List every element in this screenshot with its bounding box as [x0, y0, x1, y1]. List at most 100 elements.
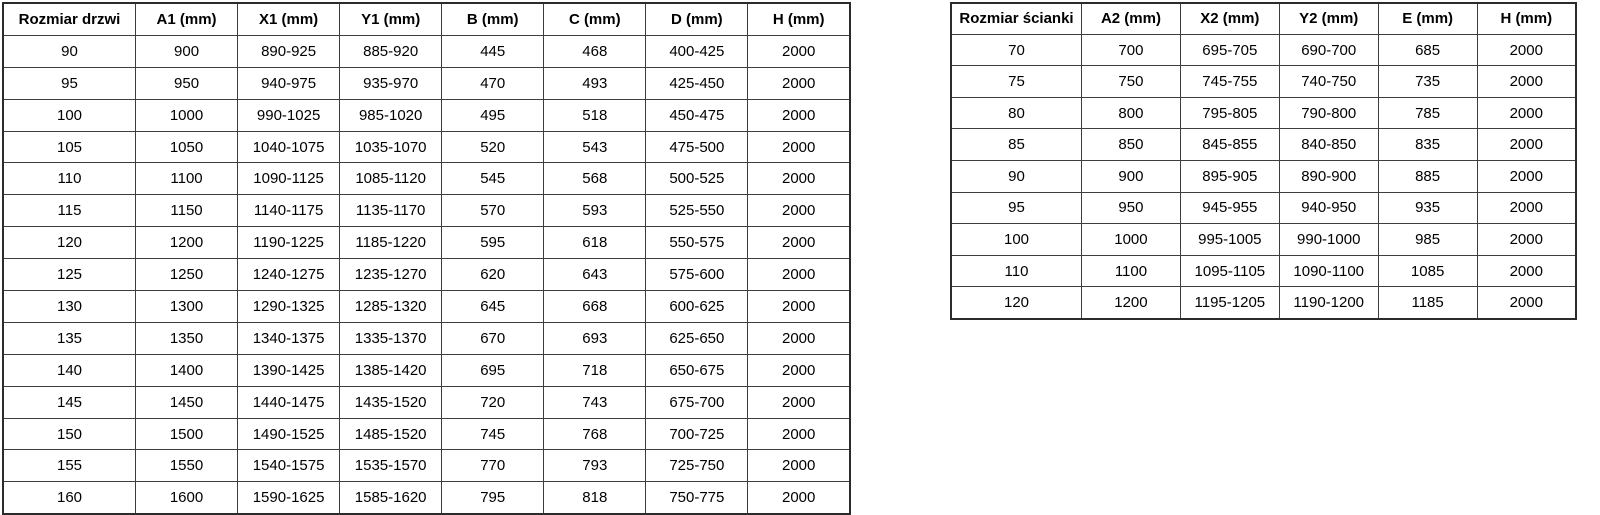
table-cell: 593: [543, 194, 647, 228]
table-cell: 1285-1320: [339, 290, 443, 323]
table-cell: 160: [2, 481, 136, 515]
table-cell: 650-675: [645, 353, 749, 387]
table-cell: 400-425: [645, 34, 749, 68]
table-cell: 1090-1125: [237, 162, 341, 196]
door-size-table-header-col0: Rozmiar drzwi: [2, 2, 136, 36]
table-cell: 2000: [747, 194, 851, 228]
table-cell: 1085-1120: [339, 162, 443, 196]
table-cell: 570: [441, 194, 545, 228]
table-cell: 575-600: [645, 258, 749, 292]
wall-size-table: Rozmiar ścianki A2 (mm) X2 (mm) Y2 (mm) E (m…: [950, 2, 1577, 320]
table-cell: 900: [1081, 160, 1181, 193]
table-row: 155 1550 1540-1575 1535-1570 770 793 725-750 20…: [2, 449, 851, 483]
table-cell: 950: [134, 66, 239, 100]
table-cell: 130: [2, 290, 136, 323]
table-cell: 568: [543, 162, 647, 196]
table-row: 105 1050 1040-1075 1035-1070 520 543 475-500 20…: [2, 130, 851, 164]
table-cell: 740-750: [1278, 65, 1379, 98]
table-cell: 475-500: [645, 130, 749, 164]
table-row: 100 1000 990-1025 985-1020 495 518 450-475 2000: [2, 98, 851, 132]
table-cell: 1290-1325: [237, 290, 341, 323]
table-cell: 900: [134, 34, 239, 68]
table-cell: 500-525: [645, 162, 749, 196]
table-cell: 950: [1081, 191, 1181, 225]
wall-size-table-header-col1: A2 (mm): [1081, 2, 1181, 35]
door-size-table-header-col5: C (mm): [543, 2, 647, 36]
table-cell: 690-700: [1278, 33, 1379, 67]
table-cell: 80: [950, 96, 1082, 130]
door-size-table-header-col2: X1 (mm): [237, 2, 341, 36]
table-cell: 685: [1377, 33, 1478, 67]
table-cell: 700-725: [645, 417, 749, 451]
door-size-table-header-col3: Y1 (mm): [339, 2, 443, 36]
table-cell: 985: [1377, 223, 1478, 256]
door-size-table: Rozmiar drzwi A1 (mm) X1 (mm) Y1 (mm) B (mm)…: [2, 2, 851, 515]
table-cell: 1490-1525: [237, 417, 341, 451]
table-cell: 110: [950, 254, 1082, 288]
door-size-table-header-col6: D (mm): [645, 2, 749, 36]
table-cell: 1190-1200: [1278, 286, 1379, 320]
table-cell: 543: [543, 130, 647, 164]
table-cell: 2000: [1476, 96, 1577, 130]
table-cell: 2000: [747, 130, 851, 164]
table-cell: 425-450: [645, 66, 749, 100]
table-cell: 155: [2, 449, 136, 483]
table-cell: 1190-1225: [237, 226, 341, 260]
table-cell: 990-1000: [1278, 223, 1379, 256]
table-row: 90 900 890-925 885-920 445 468 400-425 2000: [2, 34, 851, 68]
table-cell: 720: [441, 385, 545, 419]
door-size-table-body: 90 900 890-925 885-920 445 468 400-425 2000 95 95…: [2, 34, 851, 515]
table-row: 85 850 845-855 840-850 835 2000: [950, 128, 1577, 162]
table-cell: 1335-1370: [339, 321, 443, 355]
table-cell: 1250: [134, 258, 239, 292]
header-row: Rozmiar ścianki A2 (mm) X2 (mm) Y2 (mm) E (m…: [950, 2, 1577, 35]
table-cell: 140: [2, 353, 136, 387]
door-size-table-header-col7: H (mm): [747, 2, 851, 36]
table-cell: 1050: [134, 130, 239, 164]
table-row: 95 950 940-975 935-970 470 493 425-450 2000: [2, 66, 851, 100]
door-size-table-head: Rozmiar drzwi A1 (mm) X1 (mm) Y1 (mm) B (mm)…: [2, 2, 851, 36]
table-cell: 145: [2, 385, 136, 419]
table-row: 115 1150 1140-1175 1135-1170 570 593 525-550 20…: [2, 194, 851, 228]
table-cell: 800: [1081, 96, 1181, 130]
table-cell: 1550: [134, 449, 239, 483]
table-cell: 1300: [134, 290, 239, 323]
table-cell: 115: [2, 194, 136, 228]
table-cell: 1540-1575: [237, 449, 341, 483]
table-cell: 525-550: [645, 194, 749, 228]
table-cell: 1385-1420: [339, 353, 443, 387]
table-cell: 105: [2, 130, 136, 164]
table-cell: 2000: [747, 98, 851, 132]
table-cell: 2000: [1476, 254, 1577, 288]
table-cell: 990-1025: [237, 98, 341, 132]
table-row: 70 700 695-705 690-700 685 2000: [950, 33, 1577, 67]
table-cell: 120: [950, 286, 1082, 320]
table-cell: 818: [543, 481, 647, 515]
table-row: 160 1600 1590-1625 1585-1620 795 818 750-775 20…: [2, 481, 851, 515]
table-row: 80 800 795-805 790-800 785 2000: [950, 96, 1577, 130]
table-cell: 518: [543, 98, 647, 132]
table-cell: 795: [441, 481, 545, 515]
table-cell: 95: [950, 191, 1082, 225]
table-cell: 695: [441, 353, 545, 387]
table-cell: 1185-1220: [339, 226, 443, 260]
table-cell: 835: [1377, 128, 1478, 162]
table-cell: 110: [2, 162, 136, 196]
table-cell: 550-575: [645, 226, 749, 260]
table-cell: 668: [543, 290, 647, 323]
wall-size-table-header-col3: Y2 (mm): [1278, 2, 1379, 35]
table-cell: 1500: [134, 417, 239, 451]
table-cell: 1340-1375: [237, 321, 341, 355]
table-cell: 643: [543, 258, 647, 292]
table-cell: 1535-1570: [339, 449, 443, 483]
table-row: 145 1450 1440-1475 1435-1520 720 743 675-700 20…: [2, 385, 851, 419]
table-row: 125 1250 1240-1275 1235-1270 620 643 575-600 20…: [2, 258, 851, 292]
header-row: Rozmiar drzwi A1 (mm) X1 (mm) Y1 (mm) B (mm)…: [2, 2, 851, 36]
table-row: 90 900 895-905 890-900 885 2000: [950, 160, 1577, 193]
table-cell: 890-925: [237, 34, 341, 68]
table-cell: 493: [543, 66, 647, 100]
table-cell: 100: [2, 98, 136, 132]
table-cell: 2000: [747, 258, 851, 292]
table-cell: 1140-1175: [237, 194, 341, 228]
table-cell: 750-775: [645, 481, 749, 515]
